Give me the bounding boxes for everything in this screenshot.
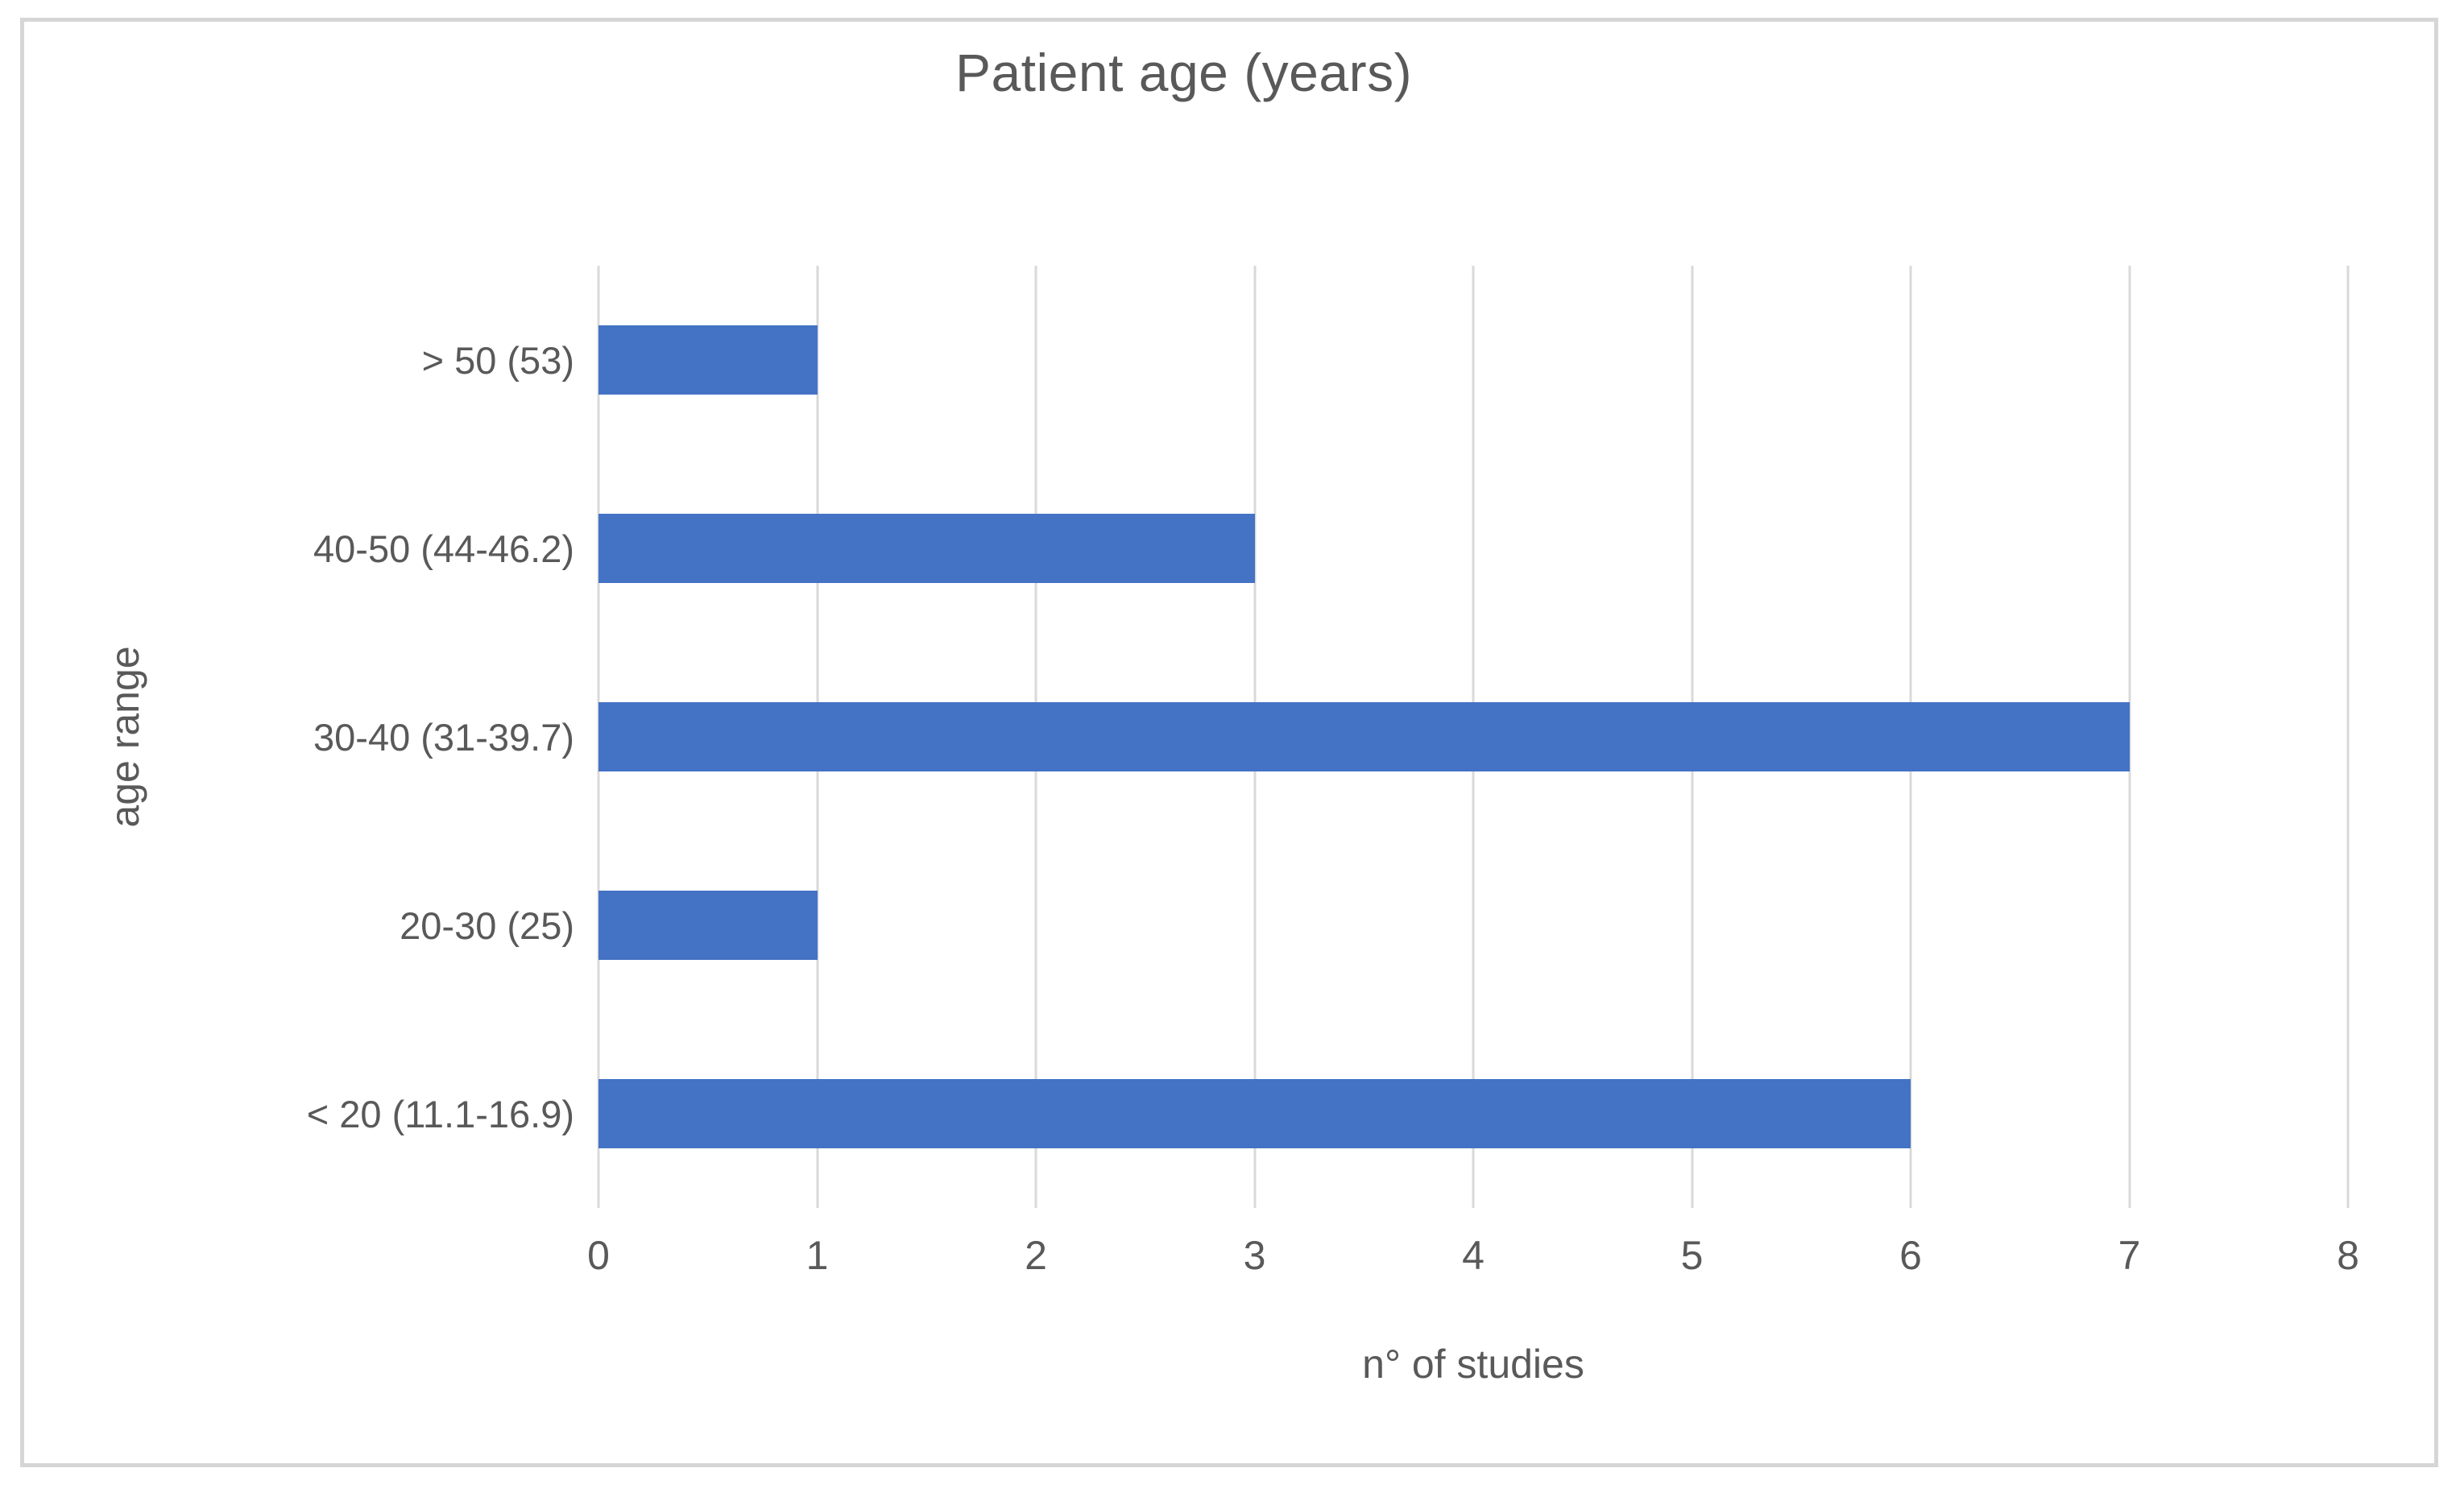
x-tick-label: 5 [1680,1233,1704,1278]
bar-row [598,1019,2348,1208]
bar-row [598,831,2348,1019]
x-axis-label: n° of studies [1362,1342,1584,1387]
bar-row [598,643,2348,831]
category-label: 30-40 (31-39.7) [313,715,574,759]
x-tick-label: 3 [1243,1233,1266,1278]
bar-1 [598,325,818,395]
bar-row [598,266,2348,454]
category-label: 20-30 (25) [400,904,574,947]
plot-area [597,266,2350,1208]
category-label: > 50 (53) [421,338,574,382]
bar-row [598,454,2348,643]
bar-6 [598,1078,1911,1149]
category-axis: > 50 (53) 40-50 (44-46.2) 30-40 (31-39.7) 2… [0,266,574,1208]
gridline-x-8 [2346,266,2350,1208]
x-tick-label: 6 [1899,1233,1922,1278]
x-tick-label: 7 [2118,1233,2141,1278]
x-tick-label: 0 [587,1233,610,1278]
x-tick-label: 8 [2337,1233,2359,1278]
category-label: 40-50 (44-46.2) [313,527,574,570]
x-tick-label: 2 [1025,1233,1047,1278]
x-axis-ticks: 0 1 2 3 4 5 6 7 8 [587,1232,2359,1280]
gridline-x-7 [2128,266,2131,1208]
bar-7 [598,701,2130,772]
bar-1 [598,890,818,961]
chart-title: Patient age (years) [955,43,1413,102]
x-tick-label: 1 [805,1233,829,1278]
category-label: < 20 (11.1-16.9) [306,1092,574,1135]
bar-3 [598,513,1255,584]
x-tick-label: 4 [1462,1233,1485,1278]
